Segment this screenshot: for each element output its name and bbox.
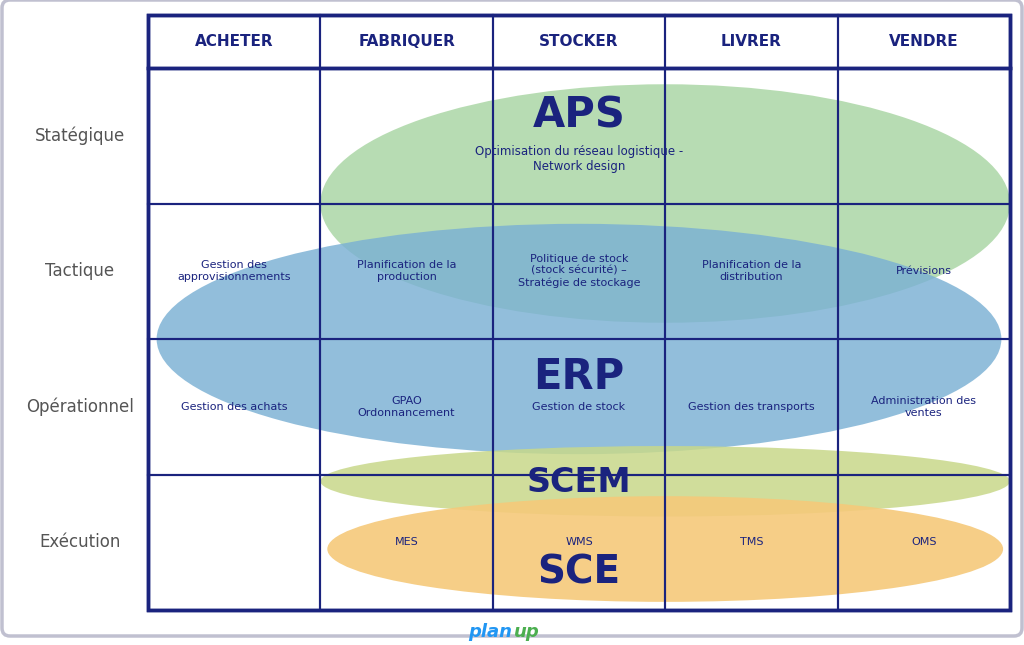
Text: up: up [514, 623, 540, 641]
Text: APS: APS [532, 94, 626, 137]
Text: Administration des
ventes: Administration des ventes [871, 396, 976, 417]
Text: TMS: TMS [739, 537, 763, 547]
Bar [148, 15, 1010, 610]
Text: LIVRER: LIVRER [721, 34, 782, 49]
Text: ACHETER: ACHETER [195, 34, 273, 49]
Ellipse shape [321, 84, 1010, 322]
Text: Prévisions: Prévisions [896, 266, 951, 276]
Text: Politique de stock
(stock sécurité) –
Stratégie de stockage: Politique de stock (stock sécurité) – St… [518, 254, 640, 288]
Text: GPAO
Ordonnancement: GPAO Ordonnancement [357, 396, 456, 417]
Ellipse shape [321, 446, 1010, 517]
Text: Gestion de stock: Gestion de stock [532, 402, 626, 412]
Text: Planification de la
production: Planification de la production [356, 261, 457, 282]
Ellipse shape [328, 496, 1004, 602]
Text: Opérationnel: Opérationnel [26, 397, 134, 416]
Text: Tactique: Tactique [45, 263, 115, 280]
Text: MES: MES [394, 537, 419, 547]
Text: Gestion des achats: Gestion des achats [181, 402, 288, 412]
Text: Statégique: Statégique [35, 126, 125, 145]
Text: FABRIQUER: FABRIQUER [358, 34, 455, 49]
Text: ERP: ERP [534, 356, 625, 398]
Text: Exécution: Exécution [39, 533, 121, 551]
Text: plan: plan [468, 623, 512, 641]
Text: SCEM: SCEM [526, 466, 632, 499]
Text: WMS: WMS [565, 537, 593, 547]
Text: Optimisation du réseau logistique -
Network design: Optimisation du réseau logistique - Netw… [475, 144, 683, 173]
Text: STOCKER: STOCKER [540, 34, 618, 49]
Text: Gestion des
approvisionnements: Gestion des approvisionnements [177, 261, 291, 282]
Text: Gestion des transports: Gestion des transports [688, 402, 815, 412]
Text: OMS: OMS [911, 537, 937, 547]
Text: VENDRE: VENDRE [889, 34, 958, 49]
Bar [148, 15, 1010, 610]
Text: SCE: SCE [538, 553, 621, 591]
Ellipse shape [157, 224, 1001, 454]
Text: Planification de la
distribution: Planification de la distribution [701, 261, 801, 282]
